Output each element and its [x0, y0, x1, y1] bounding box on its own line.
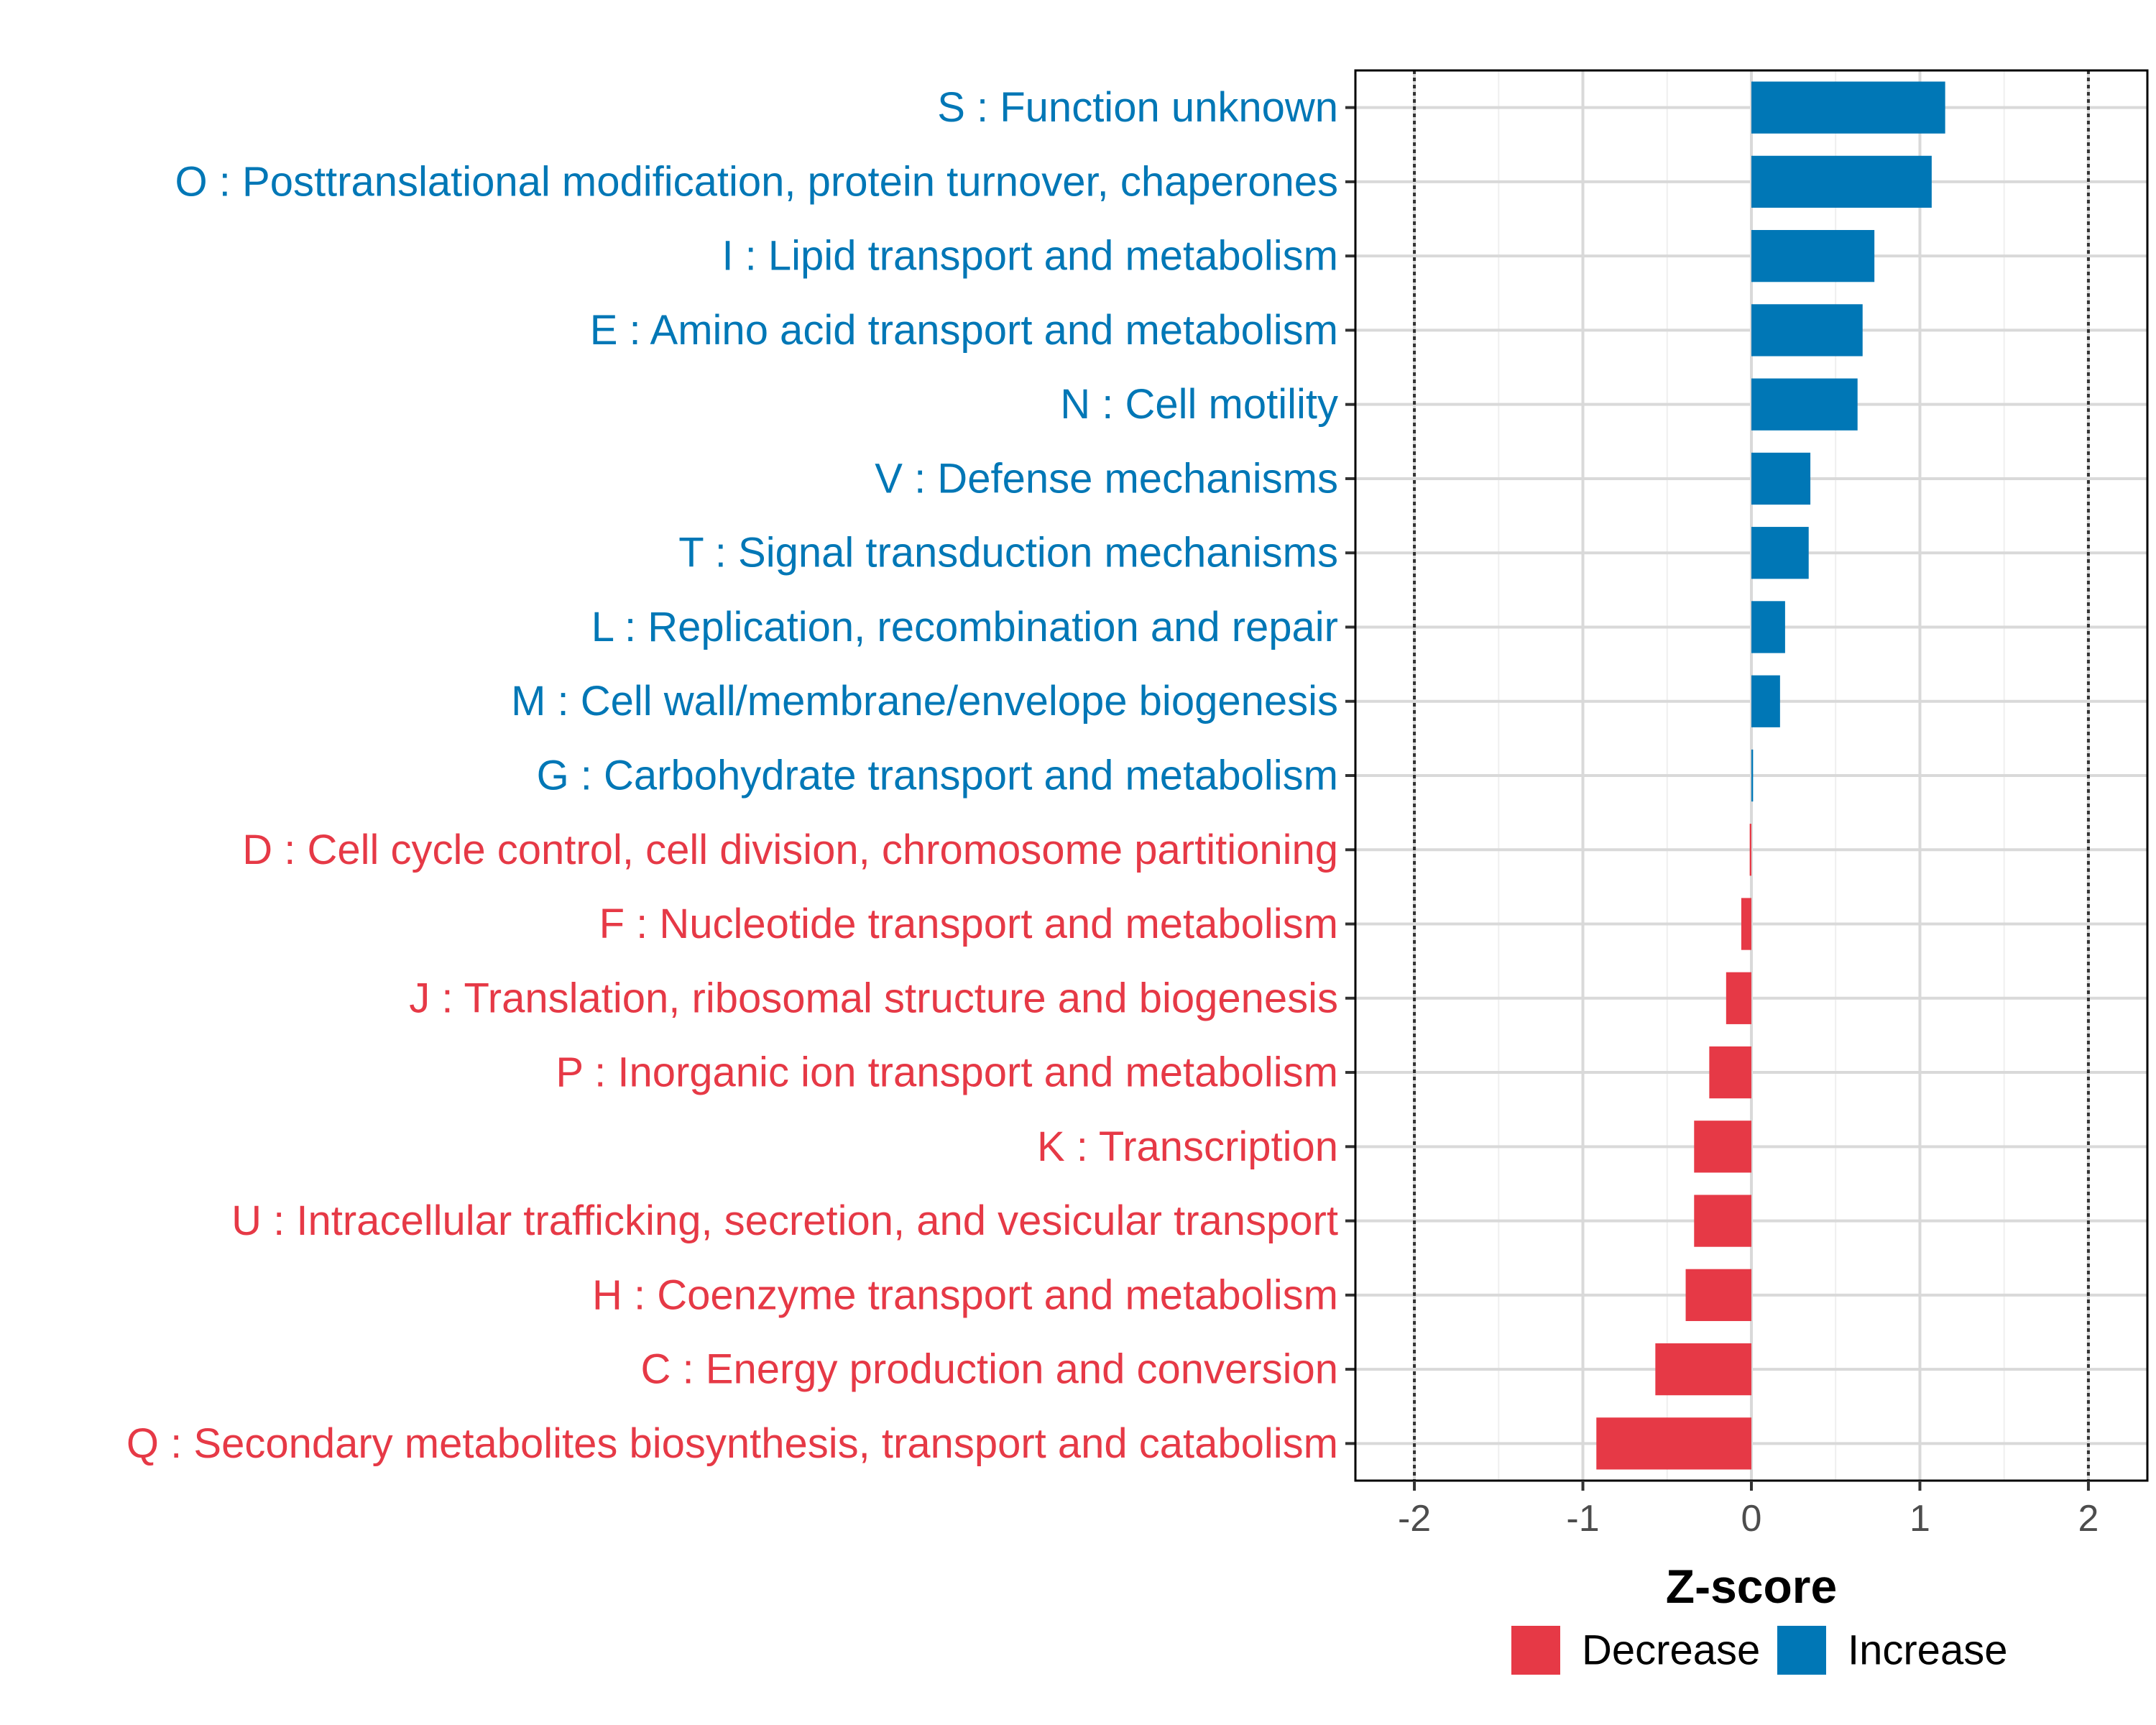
legend-label: Decrease: [1582, 1627, 1760, 1674]
x-axis-title: Z-score: [1666, 1560, 1837, 1613]
bar: [1751, 304, 1863, 356]
bar: [1741, 898, 1751, 950]
category-labels: S : Function unknown O : Posttranslationa…: [126, 84, 1338, 1467]
category-label: H : Coenzyme transport and metabolism: [592, 1271, 1338, 1318]
category-label: E : Amino acid transport and metabolism: [590, 307, 1338, 354]
category-label: P : Inorganic ion transport and metaboli…: [556, 1049, 1338, 1096]
category-label: N : Cell motility: [1060, 381, 1338, 428]
x-tick-label: -1: [1566, 1498, 1599, 1540]
bar: [1751, 452, 1811, 505]
bar-layer: [1413, 70, 2090, 1481]
bar: [1709, 1046, 1751, 1099]
bar: [1751, 230, 1875, 282]
bar: [1751, 749, 1754, 802]
category-label: S : Function unknown: [937, 84, 1338, 131]
bar: [1685, 1269, 1751, 1321]
bar: [1749, 824, 1751, 876]
category-label: I : Lipid transport and metabolism: [722, 233, 1338, 280]
bar: [1751, 155, 1932, 208]
category-label: T : Signal transduction mechanisms: [678, 530, 1338, 576]
category-label: U : Intracellular trafficking, secretion…: [231, 1197, 1338, 1244]
category-label: C : Energy production and conversion: [641, 1346, 1338, 1393]
category-label: J : Translation, ribosomal structure and…: [409, 975, 1338, 1021]
x-tick-label: 1: [1909, 1498, 1930, 1540]
category-label: D : Cell cycle control, cell division, c…: [242, 827, 1338, 873]
bar: [1655, 1343, 1751, 1396]
category-label: L : Replication, recombination and repai…: [591, 604, 1338, 650]
category-label: K : Transcription: [1037, 1123, 1338, 1170]
bar: [1751, 81, 1945, 134]
legend: Decrease Increase: [1511, 1626, 2007, 1675]
category-label: F : Nucleotide transport and metabolism: [599, 901, 1338, 947]
x-tick-label: 2: [2078, 1498, 2099, 1540]
legend-swatch: [1511, 1626, 1560, 1675]
bar: [1596, 1417, 1751, 1470]
x-tick-label: -2: [1398, 1498, 1431, 1540]
x-axis: -2 -1 0 1 2: [1345, 69, 2149, 1540]
category-label: O : Posttranslational modification, prot…: [175, 158, 1338, 205]
category-label: V : Defense mechanisms: [875, 455, 1338, 502]
bar: [1694, 1195, 1751, 1247]
category-label: Q : Secondary metabolites biosynthesis, …: [126, 1420, 1338, 1467]
bar: [1694, 1121, 1751, 1173]
x-tick-label: 0: [1741, 1498, 1762, 1540]
bar: [1751, 601, 1785, 653]
bar: [1751, 378, 1858, 431]
bar: [1751, 527, 1809, 579]
bar: [1726, 972, 1751, 1024]
legend-swatch: [1777, 1626, 1826, 1675]
legend-label: Increase: [1848, 1627, 2007, 1674]
category-label: M : Cell wall/membrane/envelope biogenes…: [511, 678, 1338, 724]
category-label: G : Carbohydrate transport and metabolis…: [537, 753, 1338, 799]
bar: [1751, 675, 1780, 727]
